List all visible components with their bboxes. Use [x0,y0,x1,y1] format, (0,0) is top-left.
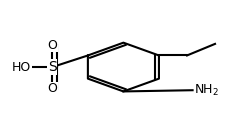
Text: O: O [47,39,57,52]
Text: HO: HO [12,61,31,74]
Text: NH$_2$: NH$_2$ [194,83,218,98]
Text: S: S [48,60,57,74]
Text: O: O [47,82,57,95]
